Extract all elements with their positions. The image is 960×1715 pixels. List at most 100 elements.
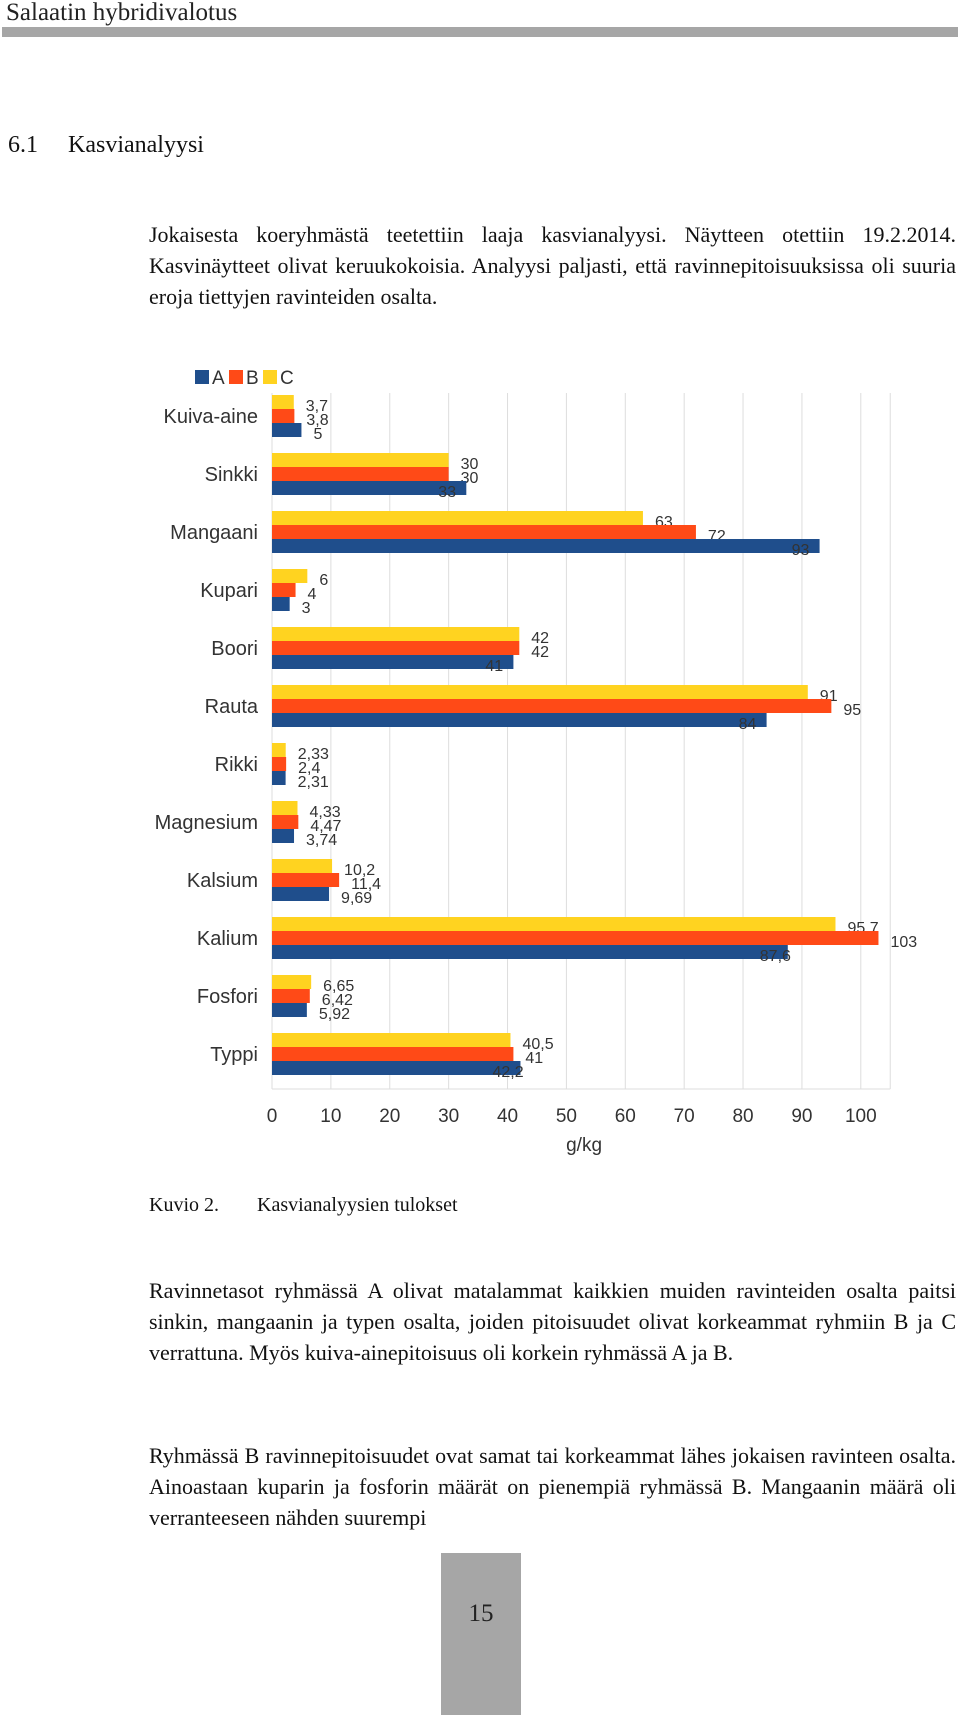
bar-A xyxy=(272,1003,307,1017)
category-label: Boori xyxy=(211,638,258,660)
data-label: 2,4 xyxy=(298,760,320,777)
bar-C xyxy=(272,685,808,699)
section-title: Kasvianalyysi xyxy=(68,132,204,158)
data-label: 93 xyxy=(792,542,810,559)
bar-A xyxy=(272,713,767,727)
data-label: 3 xyxy=(302,600,311,617)
data-label: 87,6 xyxy=(760,948,791,965)
running-header: Salaatin hybridivalotus xyxy=(6,0,238,26)
caption-label: Kuvio 2. xyxy=(149,1194,219,1216)
x-tick-label: 20 xyxy=(379,1106,400,1127)
data-label: 103 xyxy=(890,934,917,951)
bar-A xyxy=(272,655,514,669)
bar-C xyxy=(272,453,449,467)
x-tick-label: 30 xyxy=(438,1106,459,1127)
data-label: 9,69 xyxy=(341,890,372,907)
bar-A xyxy=(272,829,295,843)
data-label: 42 xyxy=(531,644,549,661)
category-label: Sinkki xyxy=(205,464,258,486)
data-label: 4,47 xyxy=(310,818,341,835)
bar-B xyxy=(272,989,310,1003)
page-number: 15 xyxy=(468,1600,494,1627)
legend-label: B xyxy=(246,368,259,389)
x-tick-label: 90 xyxy=(791,1106,812,1127)
bar-A xyxy=(272,945,788,959)
x-tick-label: 0 xyxy=(267,1106,278,1127)
section-number: 6.1 xyxy=(8,132,38,158)
x-tick-label: 40 xyxy=(497,1106,518,1127)
data-label: 6,42 xyxy=(322,992,353,1009)
x-tick-label: 70 xyxy=(674,1106,695,1127)
bar-C xyxy=(272,1033,511,1047)
data-label: 41 xyxy=(525,1050,543,1067)
section-heading: 6.1 Kasvianalyysi xyxy=(8,130,204,160)
legend-label: C xyxy=(280,368,294,389)
bar-C xyxy=(272,859,333,873)
legend-swatch xyxy=(263,370,277,384)
bar-C xyxy=(272,395,294,409)
data-label: 2,31 xyxy=(298,774,329,791)
bar-C xyxy=(272,917,836,931)
data-label: 3,7 xyxy=(306,398,328,415)
bar-C xyxy=(272,975,312,989)
x-tick-label: 10 xyxy=(320,1106,341,1127)
data-label: 40,5 xyxy=(522,1036,553,1053)
data-label: 4 xyxy=(308,586,317,603)
bar-C xyxy=(272,569,308,583)
data-label: 2,33 xyxy=(298,746,329,763)
bar-B xyxy=(272,1047,514,1061)
bar-B xyxy=(272,757,287,771)
category-label: Kupari xyxy=(200,580,258,602)
data-label: 6 xyxy=(319,572,328,589)
data-label: 95 xyxy=(843,702,861,719)
data-label: 6,65 xyxy=(323,978,354,995)
data-label: 42,2 xyxy=(492,1064,523,1081)
figure-caption: Kuvio 2. Kasvianalyysien tulokset xyxy=(149,1193,458,1217)
bar-B xyxy=(272,873,340,887)
bar-B xyxy=(272,931,879,945)
legend-swatch xyxy=(229,370,243,384)
data-label: 3,74 xyxy=(306,832,337,849)
intro-paragraph: Jokaisesta koeryhmästä teetettiin laaja … xyxy=(149,222,956,309)
category-label: Kalsium xyxy=(187,870,258,892)
group-b-paragraph: Ryhmässä B ravinnepitoisuudet ovat samat… xyxy=(149,1443,956,1530)
header-rule xyxy=(2,27,958,37)
data-label: 33 xyxy=(438,484,456,501)
bar-C xyxy=(272,743,286,757)
legend-label: A xyxy=(212,368,225,389)
legend-swatch xyxy=(195,370,209,384)
data-label: 11,4 xyxy=(351,876,381,893)
data-label: 84 xyxy=(739,716,757,733)
category-label: Fosfori xyxy=(197,986,258,1008)
data-label: 42 xyxy=(531,630,549,647)
data-label: 5 xyxy=(313,426,322,443)
x-tick-label: 50 xyxy=(556,1106,577,1127)
bar-B xyxy=(272,409,295,423)
data-label: 5,92 xyxy=(319,1006,350,1023)
x-tick-label: 60 xyxy=(615,1106,636,1127)
data-label: 41 xyxy=(485,658,503,675)
data-label: 3,8 xyxy=(306,412,328,429)
bar-C xyxy=(272,627,520,641)
bar-B xyxy=(272,699,832,713)
bar-A xyxy=(272,887,330,901)
data-label: 4,33 xyxy=(309,804,340,821)
x-tick-label: 80 xyxy=(732,1106,753,1127)
category-label: Rikki xyxy=(215,754,258,776)
data-label: 10,2 xyxy=(344,862,375,879)
bar-A xyxy=(272,771,286,785)
bar-A xyxy=(272,597,290,611)
x-tick-label: 100 xyxy=(845,1106,877,1127)
bar-B xyxy=(272,641,520,655)
category-label: Rauta xyxy=(205,696,259,718)
group-a-paragraph: Ravinnetasot ryhmässä A olivat matalamma… xyxy=(149,1278,956,1365)
bar-A xyxy=(272,481,467,495)
page-number-box xyxy=(441,1553,521,1715)
bar-B xyxy=(272,815,299,829)
caption-text: Kasvianalyysien tulokset xyxy=(257,1194,458,1216)
category-label: Kalium xyxy=(197,928,258,950)
category-label: Kuiva-aine xyxy=(163,406,258,428)
data-label: 30 xyxy=(461,456,479,473)
bar-A xyxy=(272,539,820,553)
